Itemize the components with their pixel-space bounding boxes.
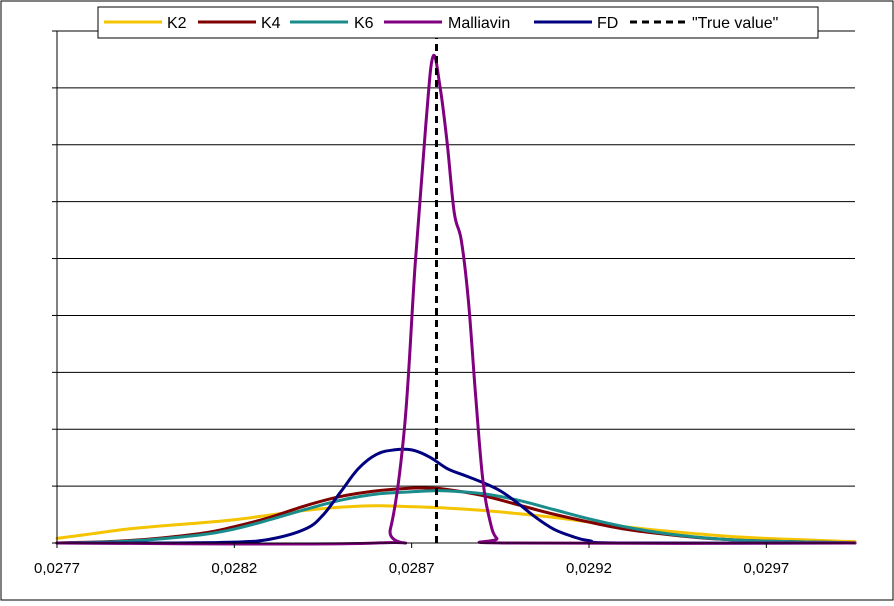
legend-label-k2: K2 <box>167 15 187 32</box>
legend: K2 K4 K6 Malliavin FD "True value" <box>97 6 819 39</box>
series-k6-line <box>55 489 857 545</box>
legend-label-k6: K6 <box>354 15 374 32</box>
x-tick-label: 0,0292 <box>566 560 612 577</box>
legend-label-fd: FD <box>597 15 618 32</box>
series-k4-line <box>55 486 857 545</box>
series-fd-line <box>55 447 857 545</box>
x-tick-label: 0,0282 <box>211 560 257 577</box>
gridlines <box>57 30 855 487</box>
legend-label-k4: K4 <box>261 15 281 32</box>
x-tick-label: 0,0297 <box>743 560 789 577</box>
series-k2-line <box>55 504 857 544</box>
axes: 0,0277 0,0282 0,0287 0,0292 0,0297 <box>34 30 855 577</box>
x-tick-label: 0,0287 <box>389 560 435 577</box>
series-layer <box>55 31 857 546</box>
x-tick-label: 0,0277 <box>34 560 80 577</box>
legend-label-true-value: "True value" <box>692 15 778 32</box>
series-malliavin-line <box>55 53 857 546</box>
legend-label-malliavin: Malliavin <box>448 15 510 32</box>
